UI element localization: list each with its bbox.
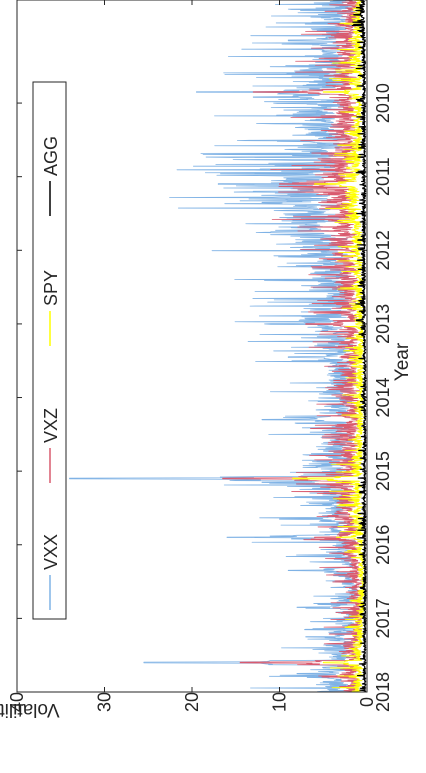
legend: VXX VXZ SPY AGG xyxy=(32,81,67,620)
series-group xyxy=(69,0,367,692)
legend-box xyxy=(32,81,67,620)
legend-label-spy: SPY xyxy=(41,270,61,306)
y-axis-label: Volatility(%) xyxy=(0,699,60,720)
plot-area xyxy=(69,0,367,692)
x-tick-label-2012: 2012 xyxy=(373,230,393,270)
x-tick-label-2017: 2017 xyxy=(373,598,393,638)
x-tick-label-2014: 2014 xyxy=(373,377,393,417)
y-tick-label-40: 40 xyxy=(7,692,27,712)
y-tick-label-30: 30 xyxy=(95,692,115,712)
x-tick-label-2018: 2018 xyxy=(373,672,393,712)
legend-label-vxx: VXX xyxy=(41,534,61,570)
x-tick-label-2010: 2010 xyxy=(373,83,393,123)
x-tick-label-2011: 2011 xyxy=(373,157,393,196)
x-axis-label: Year xyxy=(392,342,413,381)
y-tick-label-0: 0 xyxy=(357,697,377,707)
x-tick-label-2013: 2013 xyxy=(373,304,393,344)
y-tick-label-20: 20 xyxy=(182,692,202,712)
series-line-agg xyxy=(351,0,367,692)
x-tick-label-2016: 2016 xyxy=(373,525,393,565)
series-line-vxz xyxy=(222,0,363,692)
legend-label-agg: AGG xyxy=(41,136,61,176)
legend-label-vxz: VXZ xyxy=(41,408,61,443)
y-tick-label-10: 10 xyxy=(270,692,290,712)
x-tick-label-2015: 2015 xyxy=(373,451,393,491)
